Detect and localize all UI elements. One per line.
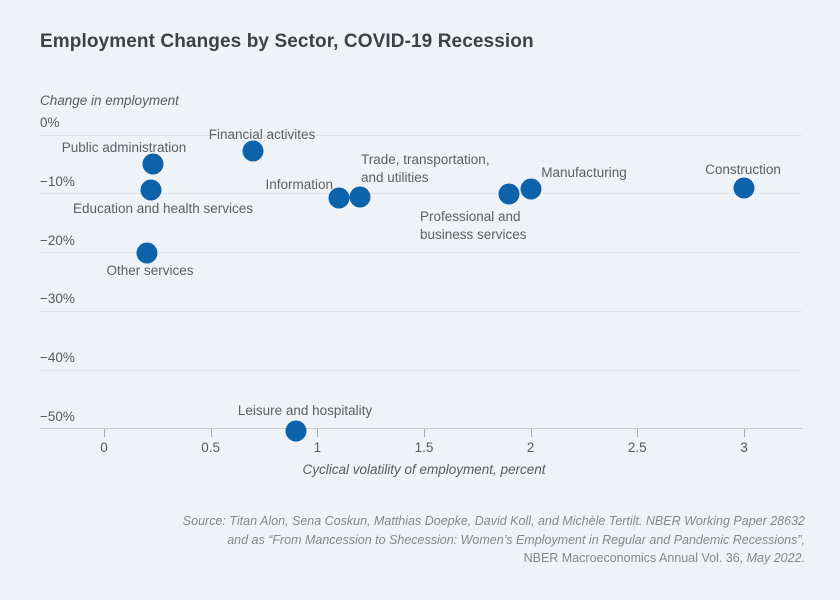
y-tick-label: −10%: [40, 173, 75, 189]
source-line-3-regular: NBER Macroeconomics Annual Vol. 36,: [523, 551, 744, 565]
point-label-information: Information: [265, 177, 333, 192]
y-tick-label: −20%: [40, 232, 75, 248]
data-point-other-services: [136, 242, 158, 263]
x-axis-caption: Cyclical volatility of employment, perce…: [302, 462, 546, 477]
source-line-3: NBER Macroeconomics Annual Vol. 36, May …: [183, 549, 805, 568]
data-point-education-and-health-services: [140, 179, 162, 201]
data-point-leisure-and-hospitality: [285, 420, 307, 441]
x-tick-mark: [423, 429, 425, 437]
data-point-manufacturing: [520, 178, 542, 200]
source-line-1: Source: Titan Alon, Sena Coskun, Matthia…: [182, 514, 805, 528]
x-tick-label: 0.5: [201, 440, 221, 455]
x-tick-mark: [637, 429, 639, 437]
y-tick-label: −40%: [40, 350, 75, 365]
point-label-trade-transportation-utilities: Trade, transportation, and utilities: [361, 152, 490, 185]
point-label-manufacturing: Manufacturing: [541, 165, 627, 180]
chart-title: Employment Changes by Sector, COVID-19 R…: [40, 31, 534, 52]
source-line-3-italic: May 2022.: [743, 551, 805, 565]
gridline: [40, 193, 802, 195]
point-label-leisure-and-hospitality: Leisure and hospitality: [237, 403, 373, 418]
data-point-construction: [733, 177, 755, 199]
source-note: Source: Titan Alon, Sena Coskun, Matthia…: [183, 512, 805, 568]
x-tick-label: 1.5: [414, 440, 434, 455]
x-tick-mark: [743, 429, 745, 437]
gridline: [40, 310, 802, 312]
y-tick-label: −50%: [40, 408, 75, 424]
source-line-2: and as “From Mancession to Shecession: W…: [227, 532, 805, 547]
gridline: [40, 252, 802, 253]
y-axis-caption: Change in employment: [40, 93, 179, 108]
data-point-financial-activites: [242, 140, 264, 162]
x-tick-mark: [210, 429, 212, 437]
x-tick-mark: [530, 429, 532, 437]
point-label-education-and-health-services: Education and health services: [72, 201, 254, 216]
x-axis-line: [40, 428, 802, 430]
gridline: [40, 134, 802, 136]
point-label-financial-activites: Financial activites: [208, 127, 316, 142]
y-tick-label: −30%: [40, 291, 75, 307]
x-tick-mark: [104, 429, 105, 437]
x-tick-label: 2: [526, 440, 535, 455]
data-point-information: [328, 187, 350, 209]
data-point-professional-business-services: [498, 183, 520, 205]
point-label-construction: Construction: [705, 162, 781, 177]
x-tick-label: 2.5: [627, 440, 647, 455]
y-tick-label: 0%: [40, 115, 60, 130]
x-tick-label: 1: [313, 440, 322, 455]
data-point-trade-transportation-utilities: [349, 186, 371, 208]
point-label-other-services: Other services: [106, 263, 194, 278]
point-label-professional-business-services: Professional and business services: [420, 209, 527, 242]
x-tick-mark: [317, 429, 319, 437]
gridline: [40, 369, 802, 371]
x-tick-label: 0: [100, 440, 108, 455]
point-label-public-administration: Public administration: [61, 140, 187, 155]
x-tick-label: 3: [740, 440, 748, 455]
data-point-public-administration: [142, 153, 164, 175]
